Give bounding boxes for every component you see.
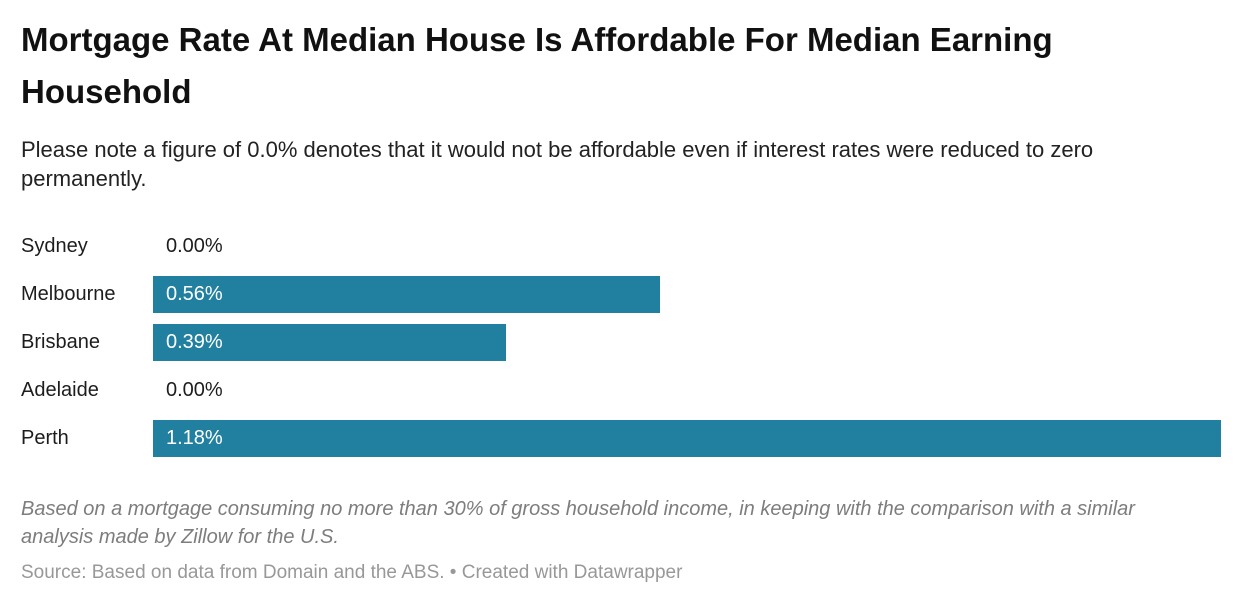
chart-source: Source: Based on data from Domain and th…	[21, 562, 683, 583]
bar: 0.56%	[153, 276, 660, 313]
bar: 0.39%	[153, 324, 506, 361]
chart-row: Sydney 0.00%	[21, 228, 1221, 265]
value-label: 0.39%	[166, 331, 223, 353]
bar-track: 0.00%	[153, 372, 1221, 409]
bar-track: 0.39%	[153, 324, 1221, 361]
category-label: Brisbane	[21, 331, 100, 353]
value-label: 1.18%	[166, 427, 223, 449]
chart-row: Melbourne 0.56%	[21, 276, 1221, 313]
bar-track: 0.56%	[153, 276, 1221, 313]
category-label: Sydney	[21, 235, 88, 257]
bar-chart-rows: Sydney 0.00% Melbourne 0.56% Brisbane 0.39% Ad…	[21, 228, 1221, 457]
category-label: Melbourne	[21, 283, 116, 305]
chart-footnote: Based on a mortgage consuming no more th…	[21, 498, 1135, 548]
bar: 1.18%	[153, 420, 1221, 457]
bar-track: 1.18%	[153, 420, 1221, 457]
chart-subtitle: Please note a figure of 0.0% denotes tha…	[21, 137, 1094, 191]
value-label: 0.00%	[166, 379, 223, 401]
chart-title: Mortgage Rate At Median House Is Afforda…	[21, 21, 1053, 110]
category-label: Adelaide	[21, 379, 99, 401]
value-label: 0.56%	[166, 283, 223, 305]
category-label: Perth	[21, 427, 69, 449]
bar-track: 0.00%	[153, 228, 1221, 265]
bar-chart: Sydney 0.00% Melbourne 0.56% Brisbane 0.39% Ad…	[21, 228, 1221, 457]
chart-row: Adelaide 0.00%	[21, 372, 1221, 409]
value-label: 0.00%	[166, 235, 223, 257]
chart-row: Brisbane 0.39%	[21, 324, 1221, 361]
chart-row: Perth 1.18%	[21, 420, 1221, 457]
